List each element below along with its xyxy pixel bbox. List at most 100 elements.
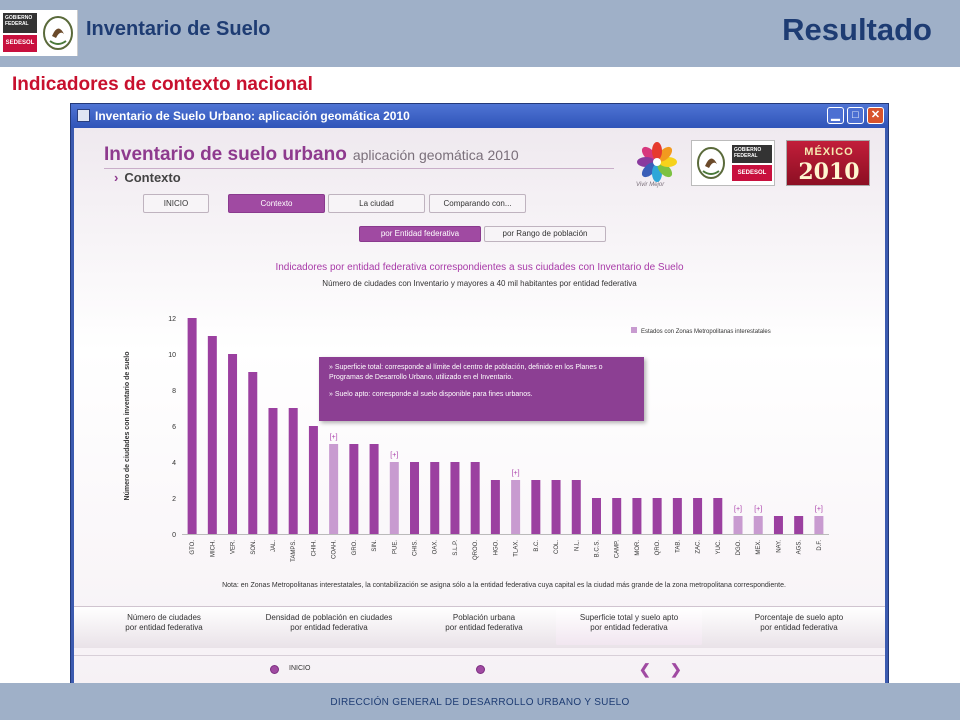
x-tick-label: B.C.S. <box>594 540 600 558</box>
chevron-right-icon: › <box>114 170 119 185</box>
x-tick-label: CHIH. <box>311 540 317 557</box>
bar <box>288 408 298 534</box>
bottom-tab-densidad[interactable]: Densidad de población en ciudades por en… <box>244 613 414 633</box>
window-titlebar[interactable]: Inventario de Suelo Urbano: aplicación g… <box>71 104 888 128</box>
slide-header: GOBIERNO FEDERAL SEDESOL Inventario de S… <box>0 0 960 67</box>
legend-label: Estados con Zonas Metropolitanas interes… <box>641 329 771 335</box>
bar <box>369 444 379 534</box>
app-content: Inventario de suelo urbano aplicación geo… <box>74 128 885 684</box>
subtab-entidad-federativa[interactable]: por Entidad federativa <box>359 226 481 242</box>
bar <box>511 480 521 534</box>
bottom-tab-numero-ciudades[interactable]: Número de ciudades por entidad federativ… <box>94 613 234 633</box>
bottom-tab-porcentaje-suelo[interactable]: Porcentaje de suelo apto por entidad fed… <box>724 613 874 633</box>
chart-subtitle: Número de ciudades con Inventario y mayo… <box>322 279 637 288</box>
app-section: › Contexto <box>114 170 181 185</box>
bottom-tab-label: Porcentaje de suelo apto por entidad fed… <box>754 613 844 632</box>
subtab-rango-poblacion[interactable]: por Rango de población <box>484 226 606 242</box>
bar <box>693 498 703 534</box>
expand-marker: [+] <box>734 506 742 513</box>
maximize-button[interactable]: □ <box>847 107 864 124</box>
next-arrow-icon[interactable]: ❯ <box>670 661 682 677</box>
gobierno-federal-logo: GOBIERNO FEDERAL <box>3 13 37 33</box>
close-button[interactable]: ✕ <box>867 107 884 124</box>
bottom-tab-superficie[interactable]: Superficie total y suelo apto por entida… <box>558 613 700 633</box>
bar <box>389 462 399 534</box>
bar <box>814 516 824 534</box>
bar <box>228 354 238 534</box>
app-heading-subtitle: aplicación geomática 2010 <box>352 147 519 163</box>
x-tick-label: PUE. <box>392 540 398 554</box>
bar <box>733 516 743 534</box>
x-tick-label: TLAX. <box>514 540 520 557</box>
x-tick-label: TAB. <box>675 540 681 553</box>
y-tick-label: 8 <box>172 388 176 395</box>
bottom-tab-label: Número de ciudades por entidad federativ… <box>125 613 203 632</box>
x-tick-label: SIN. <box>372 540 378 552</box>
bar <box>410 462 420 534</box>
x-tick-label: HGO. <box>493 540 499 556</box>
bottom-nav: INICIO ❮ ❯ <box>74 655 885 680</box>
x-tick-label: JAL. <box>271 540 277 552</box>
sedesol-app-logo: GOBIERNO FEDERAL SEDESOL <box>691 140 775 186</box>
bar <box>652 498 662 534</box>
x-tick-label: S.L.P. <box>453 540 459 556</box>
bar <box>632 498 642 534</box>
expand-marker: [+] <box>815 506 823 513</box>
info-superficie-total: » Superficie total: corresponde al límit… <box>329 364 603 381</box>
header-app-title: Inventario de Suelo <box>86 18 271 40</box>
x-tick-label: AGS. <box>797 540 803 555</box>
x-tick-label: OAX. <box>433 540 439 555</box>
x-tick-label: GRO. <box>352 540 358 556</box>
mexico-2010-logo: MÉXICO 2010 <box>786 140 870 186</box>
x-tick-label: MEX. <box>756 540 762 555</box>
vivir-petal <box>657 162 673 178</box>
vivir-petal <box>657 146 673 162</box>
bar <box>773 516 783 534</box>
gobierno-federal-logo: GOBIERNO FEDERAL <box>732 145 772 163</box>
bottom-tab-poblacion[interactable]: Población urbana por entidad federativa <box>414 613 554 633</box>
expand-marker: [+] <box>330 434 338 441</box>
bar <box>794 516 804 534</box>
bar <box>571 480 581 534</box>
app-section-label: Contexto <box>124 170 181 185</box>
vivir-petal <box>641 162 657 178</box>
y-axis-label: Número de ciudades con inventario de sue… <box>124 352 131 501</box>
bar <box>268 408 278 534</box>
x-tick-label: COAH. <box>332 540 338 559</box>
bar-chart: 0 2 4 6 8 10 12 Número de ciudades con inventar… <box>124 316 829 562</box>
legend-swatch <box>631 327 637 333</box>
bar <box>430 462 440 534</box>
x-tick-label: N.L. <box>574 540 580 551</box>
x-tick-label: VER. <box>231 540 237 554</box>
section-title: Indicadores de contexto nacional <box>12 74 313 95</box>
slide-footer: DIRECCIÓN GENERAL DE DESARROLLO URBANO Y… <box>0 683 960 720</box>
app-heading: Inventario de suelo urbano aplicación geo… <box>104 144 519 166</box>
previous-arrow-icon[interactable]: ❮ <box>639 661 651 677</box>
x-tick-label: MICH. <box>210 540 216 557</box>
page-dot-button[interactable] <box>476 665 485 674</box>
vivir-petal <box>652 142 662 160</box>
bar <box>612 498 622 534</box>
tab-la-ciudad[interactable]: La ciudad <box>328 194 425 213</box>
inicio-nav-label[interactable]: INICIO <box>289 665 311 672</box>
y-tick-label: 6 <box>172 424 176 431</box>
bottom-tab-label: Superficie total y suelo apto por entida… <box>579 613 679 632</box>
tab-comparando[interactable]: Comparando con... <box>429 194 526 213</box>
x-tick-label: B.C. <box>534 540 540 552</box>
expand-marker: [+] <box>754 506 762 513</box>
bar <box>329 444 339 534</box>
x-tick-label: COL. <box>554 540 560 554</box>
x-tick-label: ZAC. <box>696 540 702 554</box>
sedesol-logo: SEDESOL <box>732 165 772 181</box>
app-heading-title: Inventario de suelo urbano <box>104 144 347 165</box>
tab-contexto[interactable]: Contexto <box>228 194 325 213</box>
tab-inicio[interactable]: INICIO <box>143 194 209 213</box>
x-tick-label: TAMPS. <box>291 540 297 562</box>
bar <box>248 372 258 534</box>
bar <box>349 444 359 534</box>
inicio-dot-button[interactable] <box>270 665 279 674</box>
minimize-button[interactable]: ▁ <box>827 107 844 124</box>
x-tick-label: DGO. <box>736 540 742 556</box>
footer-text: DIRECCIÓN GENERAL DE DESARROLLO URBANO Y… <box>330 697 630 708</box>
expand-marker: [+] <box>390 452 398 459</box>
